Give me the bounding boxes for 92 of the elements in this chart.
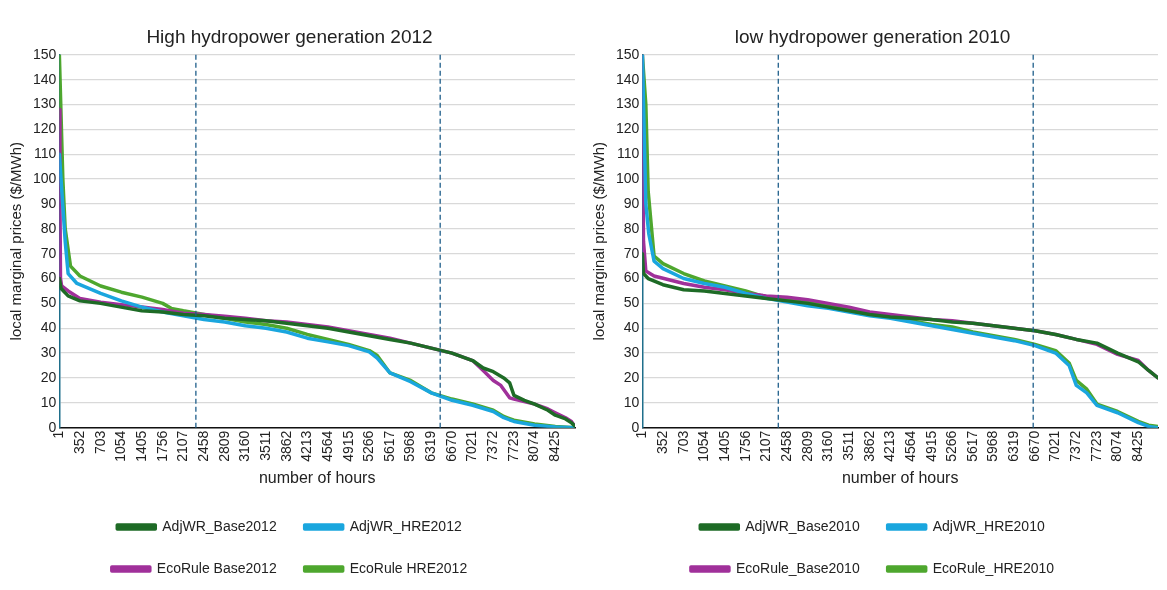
x-tick-label: 5968	[984, 430, 1001, 462]
x-tick-label: 4213	[881, 430, 898, 462]
legend-label: AdjWR_Base2012	[162, 517, 277, 534]
y-tick-label: 60	[40, 269, 57, 286]
x-tick-label: 7372	[484, 430, 501, 462]
x-tick-label: 3160	[819, 430, 836, 462]
y-tick-label: 120	[33, 120, 57, 137]
x-tick-label: 8425	[546, 430, 563, 462]
y-tick-label: 150	[616, 45, 640, 62]
y-tick-label: 40	[40, 319, 57, 336]
legend-label: EcoRule Base2012	[156, 559, 277, 576]
x-tick-label: 352	[70, 430, 87, 455]
x-tick-label: 6670	[1025, 430, 1042, 462]
x-tick-label: 3511	[839, 430, 856, 461]
x-axis-title: number of hours	[258, 468, 376, 486]
y-tick-label: 30	[623, 343, 640, 360]
legend-label: EcoRule_Base2010	[735, 559, 860, 576]
x-tick-label: 3862	[277, 430, 294, 462]
y-tick-label: 120	[616, 120, 640, 137]
x-tick-label: 1405	[132, 430, 149, 462]
x-tick-label: 6670	[442, 430, 459, 462]
x-tick-label: 2458	[777, 430, 794, 462]
x-tick-label: 7021	[1046, 430, 1063, 462]
x-tick-label: 1054	[112, 430, 129, 462]
x-tick-label: 8074	[1108, 430, 1125, 462]
x-axis-title: number of hours	[841, 468, 959, 486]
legend-label: EcoRule_HRE2010	[932, 559, 1055, 576]
y-tick-label: 40	[623, 319, 640, 336]
y-tick-label: 140	[33, 70, 57, 87]
legend-label: AdjWR_HRE2010	[932, 517, 1045, 534]
y-tick-label: 30	[40, 343, 57, 360]
x-tick-label: 4564	[901, 430, 918, 462]
y-tick-label: 110	[34, 145, 57, 162]
y-tick-label: 100	[616, 169, 640, 186]
x-tick-label: 2809	[215, 430, 232, 462]
x-tick-label: 3862	[860, 430, 877, 462]
x-tick-label: 4213	[298, 430, 315, 462]
legend-label: AdjWR_HRE2012	[349, 517, 462, 534]
y-tick-label: 20	[623, 368, 640, 385]
x-tick-label: 7723	[504, 430, 521, 462]
x-tick-label: 2107	[174, 430, 191, 462]
x-tick-label: 703	[674, 430, 691, 455]
x-tick-label: 3511	[256, 430, 273, 461]
x-tick-label: 6319	[422, 430, 439, 462]
x-tick-label: 1405	[715, 430, 732, 462]
x-tick-label: 7372	[1067, 430, 1084, 462]
x-tick-label: 8425	[1129, 430, 1146, 462]
x-tick-label: 5266	[360, 430, 377, 462]
chart-title: High hydropower generation 2012	[146, 25, 433, 47]
x-tick-label: 352	[653, 430, 670, 455]
y-tick-label: 80	[623, 219, 640, 236]
x-tick-label: 4915	[922, 430, 939, 462]
y-tick-label: 90	[623, 194, 640, 211]
y-tick-label: 150	[33, 45, 57, 62]
legend-label: AdjWR_Base2010	[745, 517, 860, 534]
y-tick-label: 50	[623, 294, 640, 311]
y-tick-label: 140	[616, 70, 640, 87]
x-tick-label: 5968	[401, 430, 418, 462]
x-tick-label: 7723	[1087, 430, 1104, 462]
x-tick-label: 5617	[380, 430, 397, 462]
y-tick-label: 50	[40, 294, 57, 311]
x-tick-label: 703	[91, 430, 108, 455]
x-tick-label: 4915	[339, 430, 356, 462]
y-axis-title: local marginal prices ($/MWh)	[590, 142, 608, 341]
y-tick-label: 100	[33, 169, 57, 186]
x-tick-label: 1054	[695, 430, 712, 462]
y-tick-label: 110	[617, 145, 640, 162]
legend-label: EcoRule HRE2012	[349, 559, 468, 576]
chart-title: low hydropower generation 2010	[734, 25, 1011, 47]
x-tick-label: 7021	[463, 430, 480, 462]
y-tick-label: 10	[623, 393, 640, 410]
x-tick-label: 6319	[1005, 430, 1022, 462]
y-tick-label: 130	[616, 95, 640, 112]
x-tick-label: 8074	[525, 430, 542, 462]
y-tick-label: 80	[40, 219, 57, 236]
x-tick-label: 1756	[736, 430, 753, 462]
x-tick-label: 5617	[963, 430, 980, 462]
x-tick-label: 1756	[153, 430, 170, 462]
y-tick-label: 70	[40, 244, 57, 261]
y-tick-label: 20	[40, 368, 57, 385]
y-axis-title: local marginal prices ($/MWh)	[7, 142, 25, 341]
y-tick-label: 60	[623, 269, 640, 286]
y-tick-label: 90	[40, 194, 57, 211]
y-tick-label: 130	[33, 95, 57, 112]
x-tick-label: 4564	[318, 430, 335, 462]
x-tick-label: 2458	[194, 430, 211, 462]
y-tick-label: 10	[40, 393, 57, 410]
y-tick-label: 70	[623, 244, 640, 261]
x-tick-label: 3160	[236, 430, 253, 462]
x-tick-label: 2809	[798, 430, 815, 462]
x-tick-label: 5266	[943, 430, 960, 462]
x-tick-label: 2107	[757, 430, 774, 462]
